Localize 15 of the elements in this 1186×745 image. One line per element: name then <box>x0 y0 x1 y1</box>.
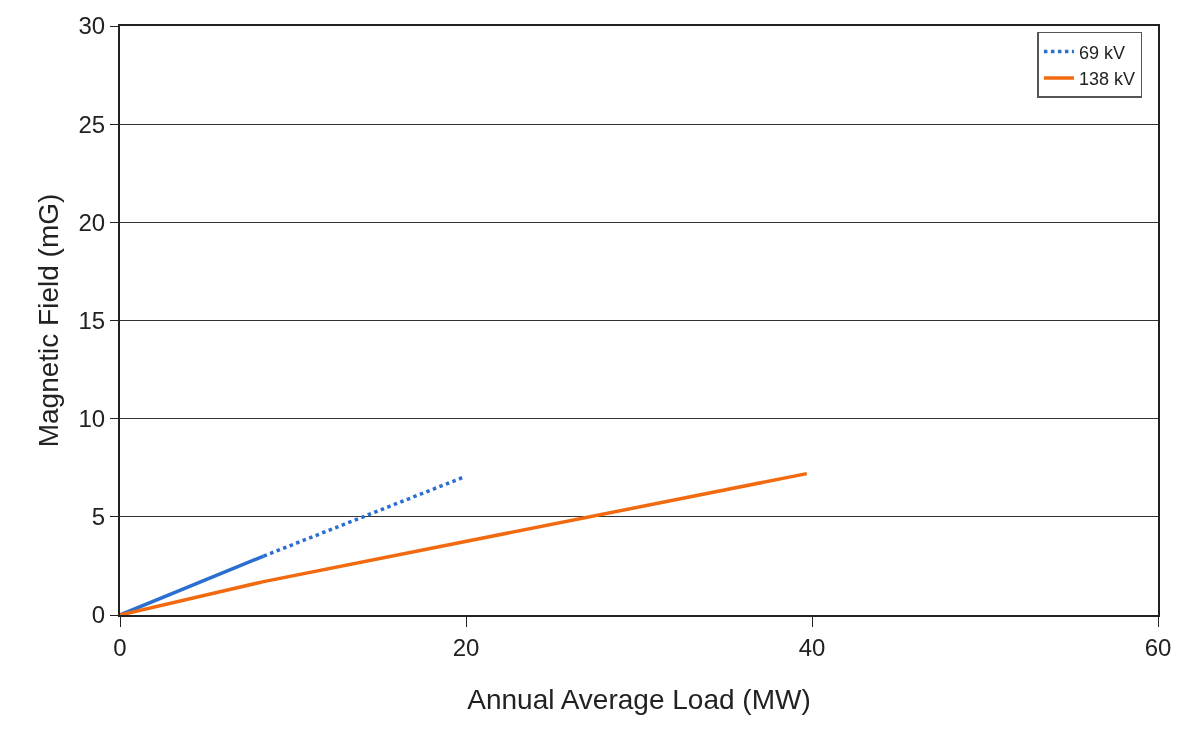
legend-label: 138 kV <box>1078 69 1135 90</box>
y-tick-label: 25 <box>78 110 106 138</box>
y-tick-label: 30 <box>78 12 106 40</box>
y-tick-label: 15 <box>78 306 106 334</box>
x-tick-label: 40 <box>798 633 826 661</box>
y-axis-title: Magnetic Field (mG) <box>32 193 64 448</box>
y-tick-label: 0 <box>91 601 106 629</box>
y-tick-label: 5 <box>91 503 106 531</box>
x-tick-label: 20 <box>452 633 480 661</box>
x-tick-label: 60 <box>1144 633 1172 661</box>
x-tick-label: 0 <box>113 633 127 661</box>
y-tick-label: 10 <box>78 405 106 433</box>
x-axis-title: Annual Average Load (MW) <box>467 684 811 716</box>
y-tick-label: 20 <box>78 208 106 236</box>
legend-label: 69 kV <box>1078 42 1125 63</box>
